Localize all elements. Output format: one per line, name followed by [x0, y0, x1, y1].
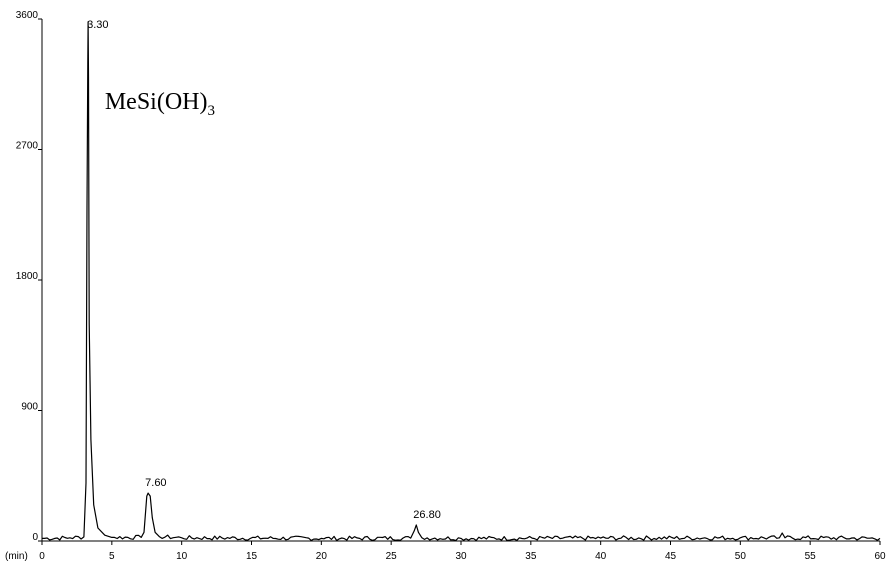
x-tick-label: 45 — [665, 551, 677, 562]
y-axis-ticks: 0 900 1800 2700 3600 — [16, 10, 42, 543]
x-tick-label: 25 — [386, 551, 398, 562]
peak-label: 7.60 — [145, 477, 166, 489]
y-tick-label: 0 — [32, 532, 38, 543]
y-tick-label: 3600 — [16, 10, 39, 21]
x-tick-label: 5 — [109, 551, 115, 562]
x-tick-label: 55 — [805, 551, 817, 562]
x-tick-label: 0 — [39, 551, 45, 562]
compound-annotation-text: MeSi(OH) — [105, 89, 208, 115]
x-tick-label: 40 — [595, 551, 607, 562]
x-tick-label: 60 — [874, 551, 886, 562]
x-tick-label: 15 — [246, 551, 258, 562]
peak-labels: 3.30 7.60 26.80 — [87, 19, 441, 521]
x-tick-label: 30 — [455, 551, 467, 562]
y-tick-label: 900 — [21, 402, 38, 413]
x-tick-label: 20 — [316, 551, 328, 562]
y-tick-label: 1800 — [16, 271, 39, 282]
x-tick-label: 35 — [525, 551, 537, 562]
x-axis-unit-label: (min) — [5, 551, 28, 562]
x-tick-label: 10 — [176, 551, 188, 562]
y-tick-label: 2700 — [16, 141, 39, 152]
peak-label: 26.80 — [413, 509, 441, 521]
compound-annotation-subscript: 3 — [208, 103, 216, 119]
peak-label: 3.30 — [87, 19, 108, 31]
chromatogram-trace — [42, 21, 881, 542]
x-tick-label: 50 — [735, 551, 747, 562]
x-axis-ticks: 0 5 10 15 20 25 30 35 40 45 50 55 60 — [39, 541, 886, 562]
compound-annotation: MeSi(OH)3 — [105, 89, 215, 119]
